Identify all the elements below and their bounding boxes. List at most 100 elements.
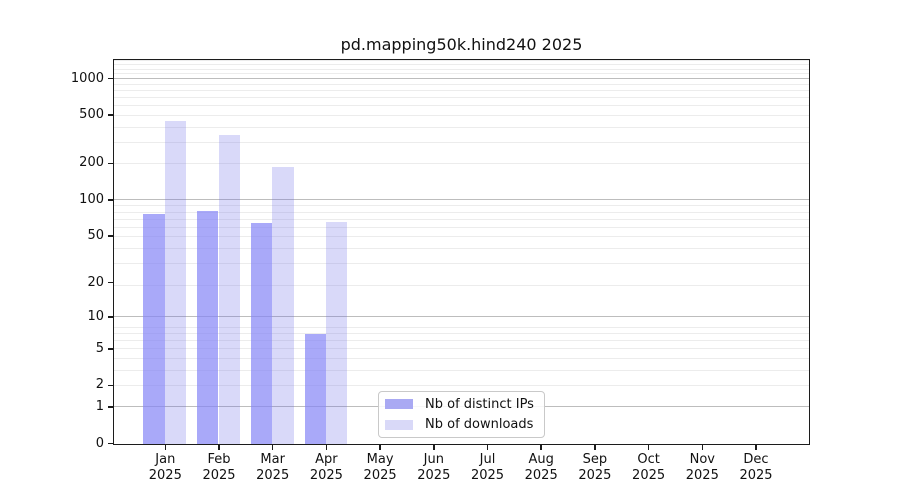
y-gridline-major [114,199,809,201]
y-tick-mark [108,384,114,387]
x-tick-label: Feb 2025 [189,452,249,483]
bar-distinct-ips [197,210,219,444]
bar-distinct-ips [250,222,273,444]
y-gridline-minor [114,114,809,116]
bar-distinct-ips [304,334,326,444]
y-gridline-minor [114,326,809,328]
y-tick-mark [108,199,114,201]
x-tick-label: Jan 2025 [135,452,195,483]
x-tick-month: Jun [423,452,444,467]
y-gridline-minor [114,205,809,207]
y-gridline-minor [114,358,809,359]
x-tick-mark [647,445,650,450]
y-tick-mark [108,114,114,116]
x-tick-month: Aug [528,452,554,467]
chart-title: pd.mapping50k.hind240 2025 [340,35,583,54]
distinct-ips-swatch-icon [385,399,413,410]
y-tick-label: 500 [79,107,104,123]
bar-downloads [272,167,294,444]
y-tick-mark [108,235,114,237]
y-tick-mark [108,348,114,350]
y-gridline-minor [114,211,809,213]
legend-label-distinct-ips: Nb of distinct IPs [425,396,534,412]
y-gridline-minor [114,384,809,386]
y-tick-label: 1 [95,398,104,414]
x-tick-month: Sep [582,452,608,467]
x-tick-year: 2025 [470,467,505,483]
y-tick-mark [108,442,114,445]
bar-downloads [218,134,240,444]
y-tick-mark [108,316,114,318]
downloads-swatch-icon [385,419,413,430]
x-tick-label: Jun 2025 [404,452,464,483]
x-tick-mark [540,445,542,450]
x-tick-mark [218,445,220,450]
x-tick-mark [271,445,274,450]
y-gridline-minor [114,248,809,250]
x-tick-mark [379,445,381,450]
bar-downloads [164,120,187,444]
y-gridline-minor [114,73,809,75]
x-tick-label: Jul 2025 [458,452,518,483]
y-gridline-minor [114,284,809,286]
x-tick-year: 2025 [632,467,666,483]
y-tick-label: 200 [79,155,104,171]
x-tick-month: Jan [155,452,176,467]
y-gridline-minor [114,340,809,342]
bar-distinct-ips [143,213,165,444]
x-tick-label: May 2025 [350,452,410,483]
y-gridline-minor [114,333,809,335]
y-tick-label: 0 [95,435,104,451]
x-tick-label: Sep 2025 [565,452,625,483]
y-tick-label: 2 [95,377,104,393]
y-gridline-minor [114,218,809,220]
x-tick-month: Apr [315,452,338,467]
y-tick-mark [108,406,114,408]
x-tick-year: 2025 [739,467,773,483]
y-gridline-minor [114,68,809,70]
y-tick-label: 100 [79,191,104,207]
x-tick-year: 2025 [578,467,612,483]
y-gridline-minor [114,126,809,128]
y-tick-label: 50 [87,227,104,243]
y-gridline-minor [114,141,809,143]
y-gridline-minor [114,64,809,66]
x-tick-label: Oct 2025 [619,452,679,483]
x-tick-year: 2025 [202,467,236,483]
x-tick-mark [433,445,435,450]
y-gridline-minor [114,163,809,165]
x-tick-year: 2025 [148,467,182,483]
y-tick-mark [108,77,114,80]
y-gridline-minor [114,60,809,62]
y-gridline-minor [114,226,809,228]
x-tick-mark [755,445,757,450]
x-tick-mark [486,445,489,450]
x-tick-year: 2025 [309,467,343,483]
y-gridline-minor [114,97,809,99]
x-tick-year: 2025 [256,467,290,483]
x-tick-month: Nov [689,452,715,467]
y-tick-label: 5 [95,340,104,356]
x-tick-label: Mar 2025 [243,452,303,483]
y-gridline-minor [114,89,809,91]
y-gridline-major [114,316,809,318]
legend-label-downloads: Nb of downloads [425,417,534,433]
y-gridline-minor [114,83,809,85]
y-tick-label: 1000 [70,70,104,86]
x-tick-month: Dec [743,452,769,467]
x-tick-year: 2025 [363,467,397,483]
legend-item-distinct-ips: Nb of distinct IPs [379,395,544,414]
y-tick-label: 20 [87,274,104,290]
y-gridline-major [114,78,809,80]
y-tick-mark [108,162,114,165]
x-tick-year: 2025 [417,467,451,483]
x-tick-mark [594,445,596,450]
x-tick-label: Apr 2025 [296,452,356,483]
x-tick-year: 2025 [685,467,719,483]
x-tick-label: Nov 2025 [672,452,732,483]
x-tick-mark [325,445,328,450]
bar-downloads [325,221,348,444]
x-tick-month: Jul [479,452,496,467]
y-gridline-minor [114,236,809,238]
